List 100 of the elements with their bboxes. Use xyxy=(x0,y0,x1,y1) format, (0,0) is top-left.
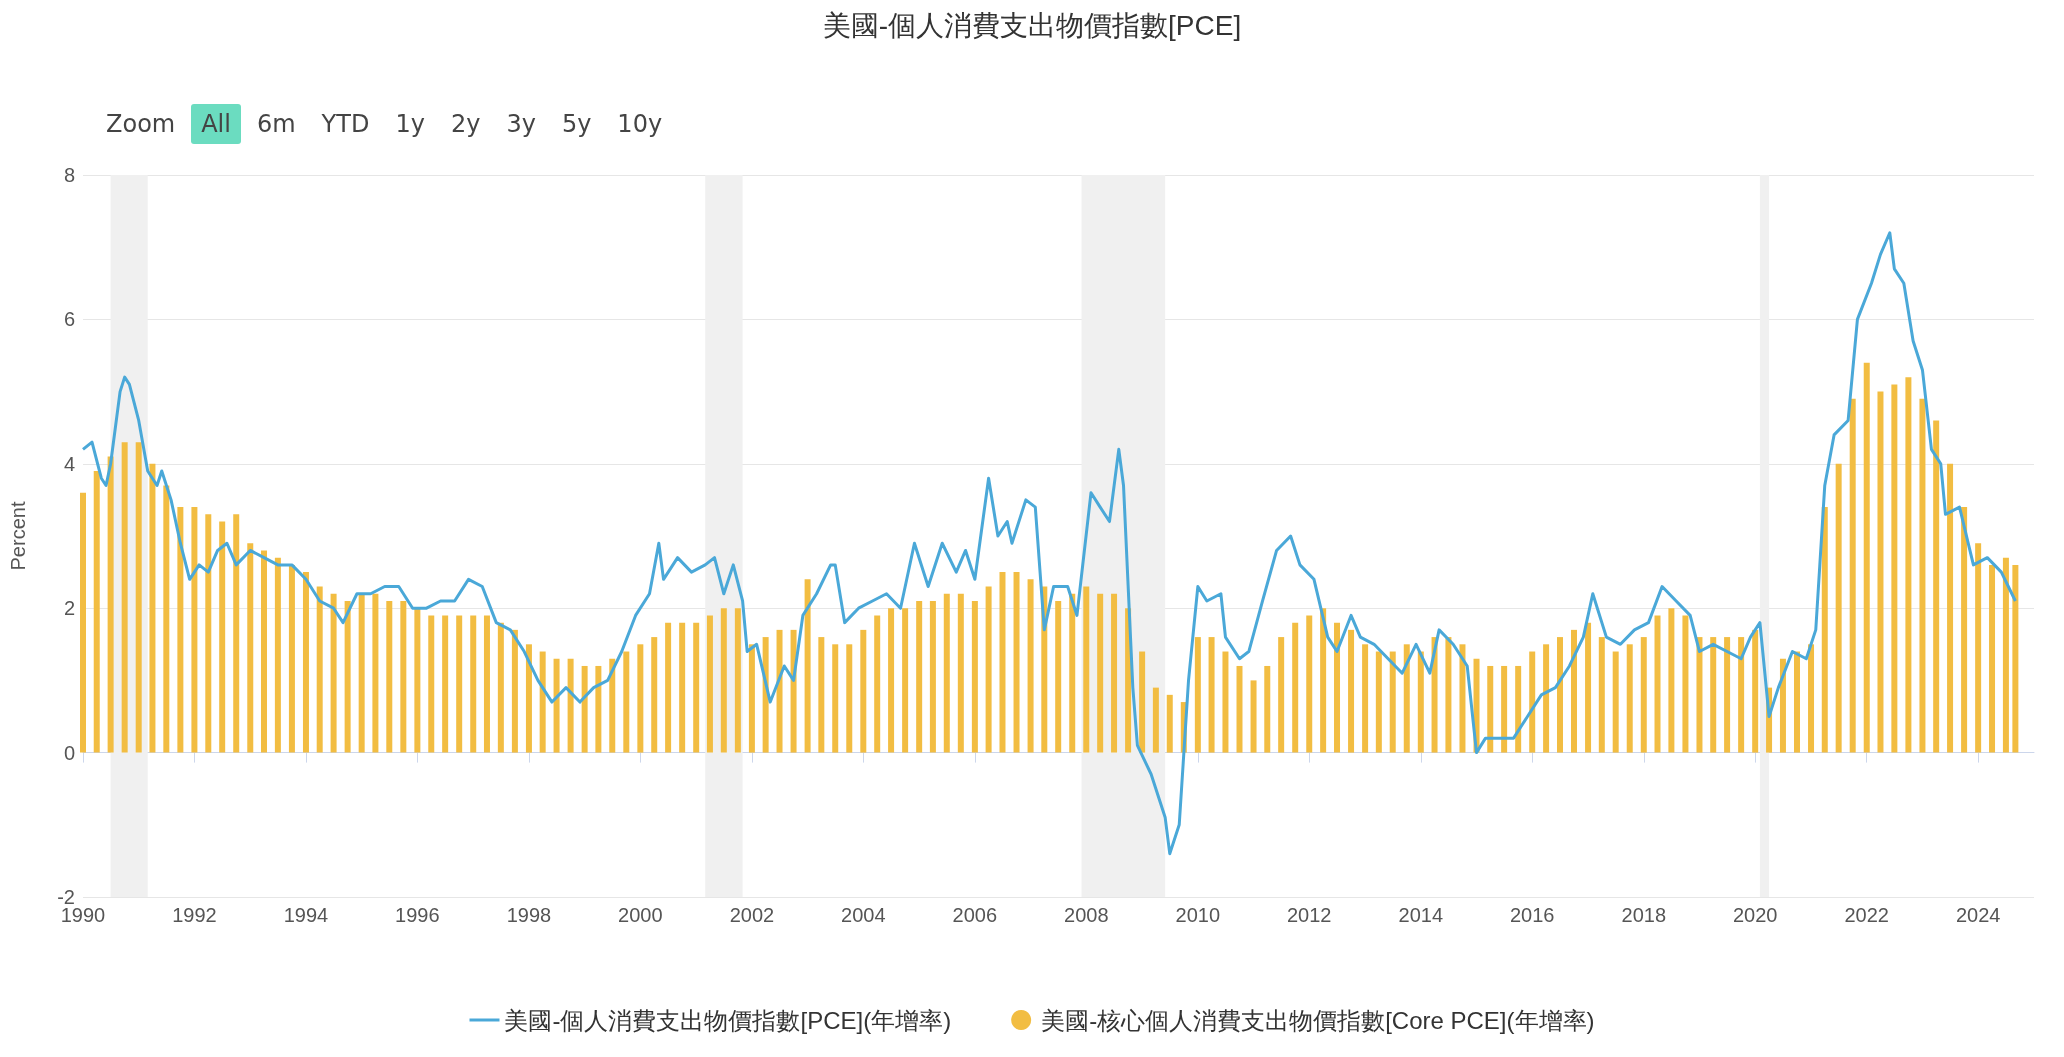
bar xyxy=(1097,593,1104,753)
bar xyxy=(902,608,909,753)
bar xyxy=(1696,637,1703,753)
bar xyxy=(999,572,1006,753)
bar xyxy=(428,615,435,753)
x-tick-label: 2020 xyxy=(1732,904,1778,926)
bar xyxy=(233,514,240,753)
x-tick-label: 2014 xyxy=(1398,904,1444,926)
bar xyxy=(1571,629,1578,753)
bar xyxy=(1598,637,1605,753)
bar xyxy=(205,514,212,753)
bar xyxy=(1919,398,1926,753)
bar xyxy=(1250,680,1257,753)
x-tick-label: 2002 xyxy=(729,904,775,926)
bar xyxy=(929,600,936,753)
bar xyxy=(288,564,295,753)
bar xyxy=(693,622,700,753)
bar xyxy=(302,572,309,753)
bar xyxy=(1724,637,1731,753)
bar xyxy=(1863,362,1870,753)
x-tick-label: 2024 xyxy=(1955,904,2001,926)
bar xyxy=(776,629,783,753)
bar xyxy=(483,615,490,753)
x-tick-label: 1992 xyxy=(172,904,217,926)
bar xyxy=(1640,637,1647,753)
bar xyxy=(720,608,727,753)
x-tick-label: 1994 xyxy=(283,904,329,926)
bar xyxy=(1529,651,1536,753)
bar xyxy=(121,442,128,753)
y-tick-label: 4 xyxy=(63,452,75,475)
bar xyxy=(874,615,881,753)
bar xyxy=(511,629,518,753)
bar xyxy=(1752,629,1759,753)
bar xyxy=(832,644,839,753)
bar xyxy=(372,593,379,753)
bar xyxy=(595,665,602,753)
bar xyxy=(177,507,184,753)
bar xyxy=(1222,651,1229,753)
bar xyxy=(456,615,463,753)
y-axis-title: Percent xyxy=(7,501,29,571)
bar xyxy=(1612,651,1619,753)
bar xyxy=(943,593,950,753)
bar xyxy=(497,622,504,753)
y-tick-label: 6 xyxy=(63,308,75,331)
bar xyxy=(916,600,923,753)
bar xyxy=(1194,637,1201,753)
x-tick-label: 2010 xyxy=(1175,904,1221,926)
bar xyxy=(2012,564,2019,753)
y-tick-label: 2 xyxy=(63,597,75,620)
x-tick-label: 2006 xyxy=(952,904,998,926)
bar xyxy=(1779,658,1786,753)
bar xyxy=(274,557,281,753)
bar xyxy=(1083,586,1090,753)
bar xyxy=(107,456,114,753)
bar xyxy=(1793,651,1800,753)
bar xyxy=(985,586,992,753)
bar xyxy=(623,651,630,753)
bar xyxy=(1543,644,1550,753)
bar xyxy=(1515,665,1522,753)
bar xyxy=(1501,665,1508,753)
bar xyxy=(1013,572,1020,753)
bar xyxy=(1320,608,1327,753)
x-tick-label: 2012 xyxy=(1286,904,1332,926)
legend-label: 美國-個人消費支出物價指數[PCE](年增率) xyxy=(504,1006,952,1034)
x-tick-label: 1996 xyxy=(395,904,440,926)
bar xyxy=(1375,651,1382,753)
bar xyxy=(860,629,867,753)
bar xyxy=(163,485,170,753)
bar xyxy=(1835,463,1842,753)
bar xyxy=(1306,615,1313,753)
y-tick-label: 8 xyxy=(63,164,75,186)
bar xyxy=(414,608,421,753)
legend-label: 美國-核心個人消費支出物價指數[Core PCE](年增率) xyxy=(1041,1006,1595,1034)
bar xyxy=(1055,600,1062,753)
x-tick-label: 2008 xyxy=(1064,904,1109,926)
bar xyxy=(149,463,156,753)
bar xyxy=(567,658,574,753)
chart-title: 美國-個人消費支出物價指數[PCE] xyxy=(822,9,1242,41)
bar xyxy=(651,637,658,753)
bar xyxy=(1891,384,1898,753)
bar xyxy=(316,586,323,753)
bar xyxy=(93,471,100,753)
bar xyxy=(553,658,560,753)
bar xyxy=(1905,377,1912,753)
bar xyxy=(1849,398,1856,753)
bar xyxy=(1556,637,1563,753)
bar xyxy=(1738,637,1745,753)
bar xyxy=(80,492,86,753)
bar xyxy=(470,615,477,753)
x-tick-label: 2022 xyxy=(1844,904,1889,926)
bar xyxy=(1139,651,1146,753)
bar xyxy=(1682,615,1689,753)
bar xyxy=(1821,507,1828,753)
bar xyxy=(1236,665,1243,753)
bar xyxy=(135,442,142,753)
x-tick-label: 2000 xyxy=(618,904,663,926)
bar xyxy=(400,600,407,753)
bar xyxy=(888,608,895,753)
x-tick-label: 2016 xyxy=(1509,904,1555,926)
bar xyxy=(1585,622,1592,753)
